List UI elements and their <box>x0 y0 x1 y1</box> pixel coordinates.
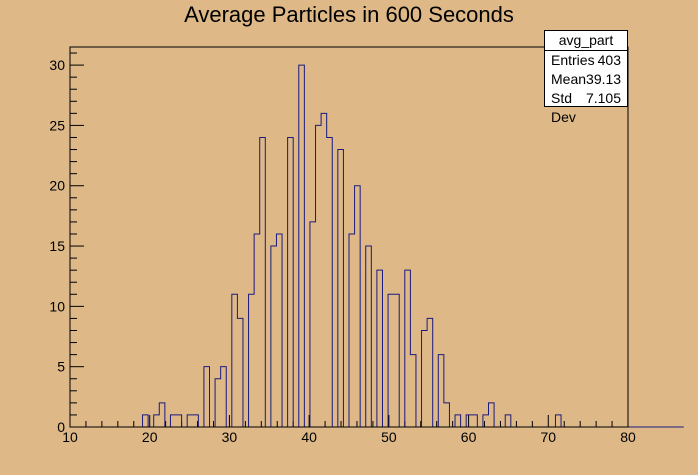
x-tick-label: 60 <box>461 429 477 445</box>
y-tick-label: 30 <box>49 57 65 73</box>
stats-label: Std Dev <box>551 90 576 125</box>
stats-value: 7.105 <box>585 90 621 106</box>
x-tick-label: 80 <box>620 429 636 445</box>
stats-row-stddev: Std Dev 7.105 <box>545 89 627 125</box>
stats-label: Entries <box>551 52 595 68</box>
stats-value: 39.13 <box>586 71 622 87</box>
x-tick-label: 40 <box>301 429 317 445</box>
chart-title: Average Particles in 600 Seconds <box>184 2 514 27</box>
stats-title: avg_part <box>545 31 627 51</box>
x-tick-label: 30 <box>222 429 238 445</box>
y-tick-label: 10 <box>49 298 65 314</box>
stats-row-entries: Entries 403 <box>545 51 627 70</box>
y-tick-label: 20 <box>49 178 65 194</box>
x-tick-label: 70 <box>540 429 556 445</box>
y-tick-label: 25 <box>49 117 65 133</box>
stats-box: avg_part Entries 403 Mean 39.13 Std Dev … <box>544 30 628 125</box>
x-tick-label: 50 <box>381 429 397 445</box>
y-tick-label: 15 <box>49 238 65 254</box>
y-tick-label: 0 <box>57 419 65 435</box>
plot-frame <box>69 46 629 428</box>
stats-value: 403 <box>597 52 621 68</box>
histogram-series <box>70 64 684 428</box>
x-tick-label: 20 <box>142 429 158 445</box>
stats-row-mean: Mean 39.13 <box>545 70 627 89</box>
x-tick-label: 10 <box>62 429 78 445</box>
y-tick-label: 5 <box>57 359 65 375</box>
stats-label: Mean <box>551 71 587 87</box>
